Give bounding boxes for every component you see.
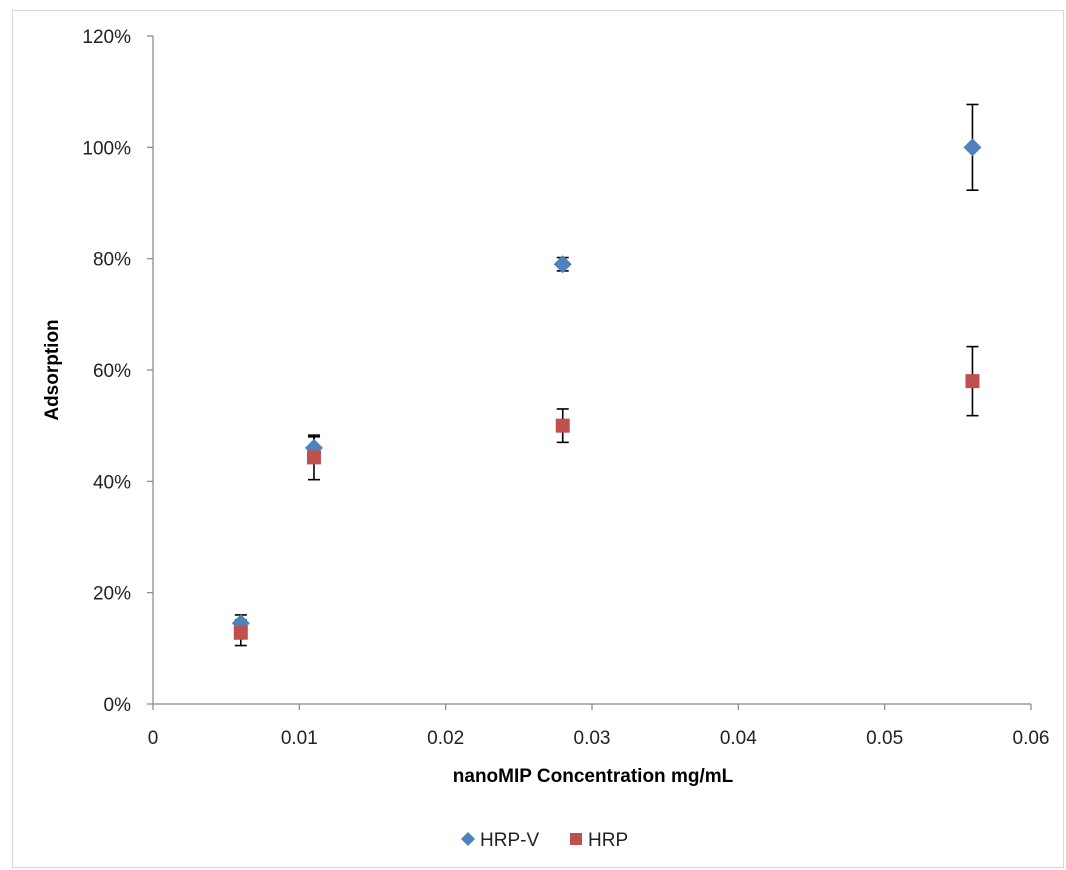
x-tick-label: 0.05 bbox=[866, 728, 903, 749]
legend: HRP-V HRP bbox=[461, 830, 628, 851]
x-tick-label: 0.06 bbox=[1013, 728, 1050, 749]
data-point-diamond bbox=[553, 255, 572, 274]
legend-label: HRP bbox=[588, 830, 628, 851]
x-tick-label: 0.04 bbox=[720, 728, 757, 749]
y-tick-label: 20% bbox=[93, 584, 131, 605]
data-point-square bbox=[555, 418, 570, 433]
y-tick-label: 120% bbox=[82, 27, 131, 48]
y-axis-title: Adsorption bbox=[42, 319, 63, 420]
data-point-diamond bbox=[963, 138, 982, 157]
x-tick-label: 0.01 bbox=[281, 728, 318, 749]
chart-frame bbox=[12, 10, 1064, 868]
legend-marker-diamond bbox=[461, 832, 475, 846]
y-tick-label: 40% bbox=[93, 472, 131, 493]
x-tick-label: 0 bbox=[148, 728, 159, 749]
error-bars bbox=[234, 103, 979, 647]
x-tick-label: 0.03 bbox=[574, 728, 611, 749]
x-tick-label: 0.02 bbox=[427, 728, 464, 749]
legend-marker-square bbox=[570, 833, 582, 845]
data-points bbox=[231, 138, 982, 640]
data-point-square bbox=[306, 450, 321, 465]
y-tick-label: 0% bbox=[104, 695, 132, 716]
data-point-square bbox=[233, 625, 248, 640]
axes: 0% 20% 40% 60% 80% 100% 120% 0 0.01 0.02 0.03 0.04 0… bbox=[82, 27, 1049, 749]
y-tick-label: 80% bbox=[93, 250, 131, 271]
x-axis-title: nanoMIP Concentration mg/mL bbox=[453, 766, 734, 787]
data-point-square bbox=[965, 374, 980, 389]
y-tick-label: 100% bbox=[82, 138, 131, 159]
legend-label: HRP-V bbox=[480, 830, 539, 851]
y-tick-label: 60% bbox=[93, 361, 131, 382]
